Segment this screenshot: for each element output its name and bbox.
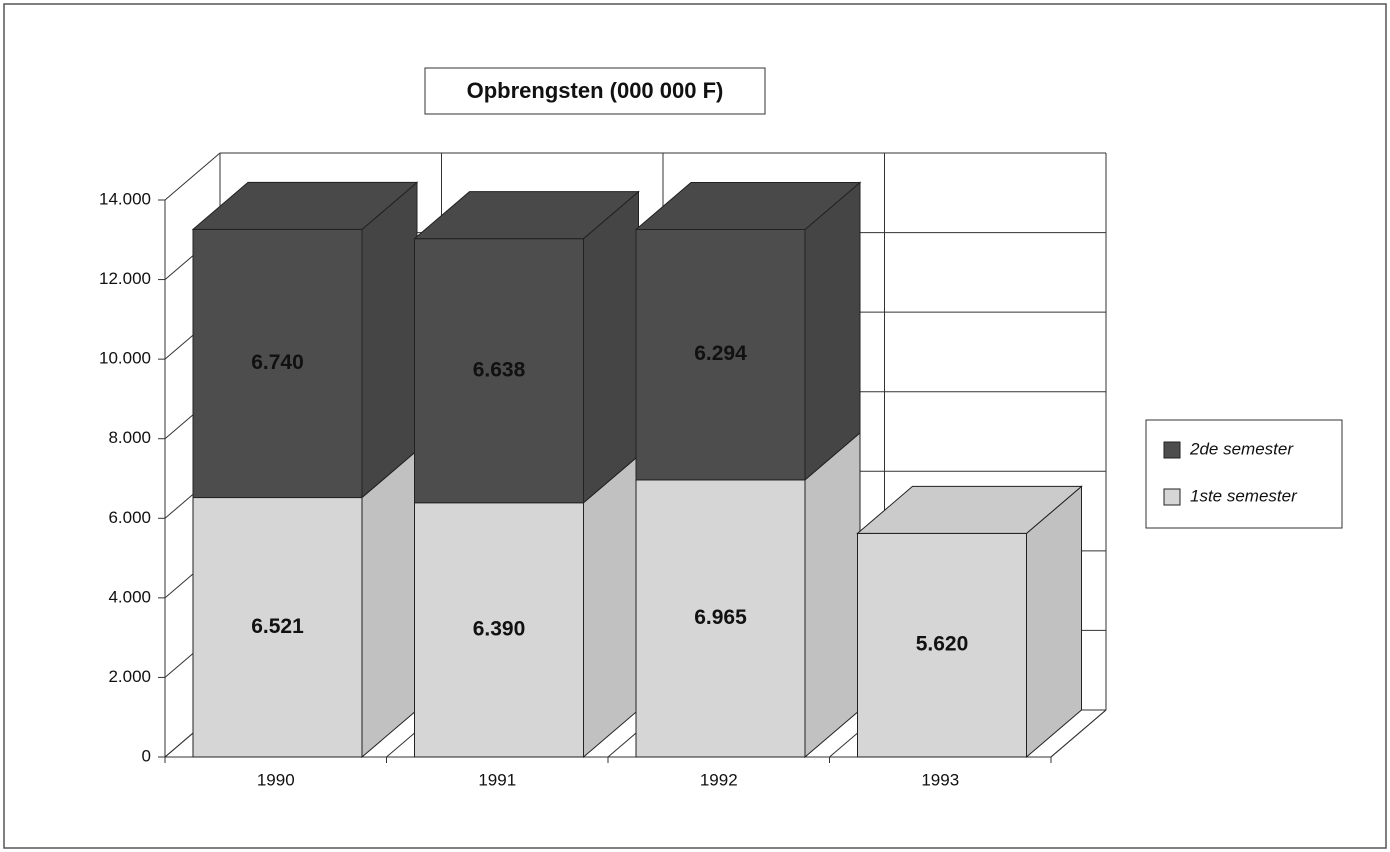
data-label: 5.620 (916, 633, 969, 656)
legend-label: 2de semester (1189, 439, 1294, 458)
floor-line (1050, 709, 1107, 758)
y-tick-label: 0 (142, 746, 151, 765)
y-tick-label: 10.000 (99, 349, 151, 368)
data-label: 6.965 (694, 606, 747, 629)
x-tick-label: 1990 (257, 770, 295, 789)
bar-side (583, 454, 639, 759)
bar (192, 497, 363, 758)
bar-side (583, 190, 639, 504)
legend-box (1145, 419, 1343, 529)
title-box (424, 67, 766, 115)
y-tick-label: 14.000 (99, 189, 151, 208)
bar (635, 479, 806, 758)
y-tick-label: 12.000 (99, 269, 151, 288)
grid-line (164, 152, 221, 201)
bar-side (361, 449, 418, 759)
chart-title: Opbrengsten (000 000 F) (467, 78, 724, 103)
legend-label: 1ste semester (1190, 486, 1298, 505)
data-label: 6.521 (251, 615, 304, 638)
bar-side (804, 181, 861, 481)
data-label: 6.390 (473, 617, 526, 640)
x-tick-label: 1991 (478, 770, 516, 789)
y-tick-label: 6.000 (108, 508, 151, 527)
bar-top (856, 485, 1083, 534)
bar-top (191, 181, 419, 230)
bar (857, 532, 1027, 758)
y-tick-label: 8.000 (108, 428, 151, 447)
bar-top (634, 181, 862, 230)
bar-side (804, 431, 861, 759)
legend-swatch (1163, 441, 1181, 459)
bar (414, 502, 584, 758)
data-label: 6.294 (694, 342, 747, 365)
data-label: 6.638 (473, 358, 526, 381)
data-label: 6.740 (251, 351, 304, 374)
y-tick-label: 2.000 (108, 667, 151, 686)
bar (192, 228, 363, 499)
bar-side (361, 181, 418, 499)
bar (414, 238, 584, 504)
y-tick-label: 4.000 (108, 587, 151, 606)
x-tick-label: 1993 (921, 770, 959, 789)
bar-top (413, 191, 640, 240)
x-tick-label: 1992 (700, 770, 738, 789)
legend-swatch (1163, 488, 1181, 506)
